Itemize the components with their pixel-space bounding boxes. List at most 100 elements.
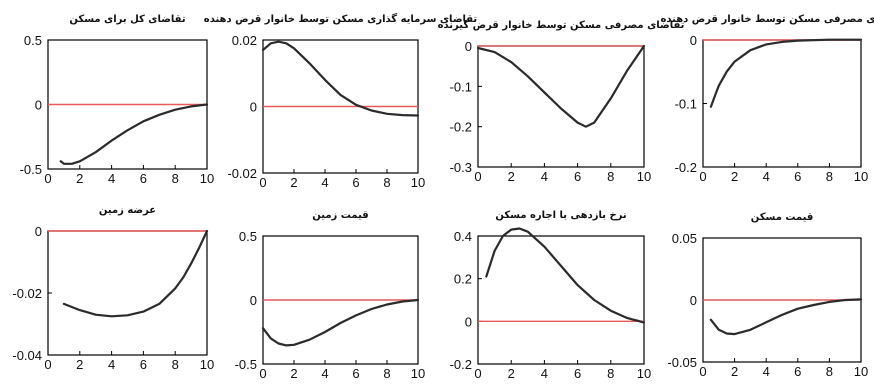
x-tick-label: 2 <box>290 366 297 381</box>
x-tick-label: 4 <box>108 357 115 372</box>
y-tick-label: 0.2 <box>454 272 472 287</box>
x-tick-label: 10 <box>854 364 868 379</box>
x-tick-label: 10 <box>637 169 651 184</box>
y-tick-label: -0.05 <box>667 355 697 370</box>
panel-title: تقاضای سرمایه گذاری مسکن توسط خانوار قرض… <box>204 12 478 25</box>
x-tick-label: 8 <box>172 171 179 186</box>
chart-panel-5: عرضه زمین 0 2 4 6 8 10 0 -0.02 -0.04 <box>12 205 214 372</box>
x-tick-label: 8 <box>826 169 833 184</box>
x-tick-label: 2 <box>76 171 83 186</box>
x-tick-label: 0 <box>699 364 706 379</box>
x-tick-label: 2 <box>508 366 515 381</box>
x-tick-label: 6 <box>574 169 581 184</box>
panel-title: تقاضای کل برای مسکن <box>69 14 185 25</box>
x-tick-label: 2 <box>731 169 738 184</box>
x-tick-label: 8 <box>172 357 179 372</box>
y-tick-label: -0.02 <box>227 166 257 181</box>
x-tick-label: 8 <box>607 366 614 381</box>
y-tick-label: 0 <box>690 33 697 48</box>
plot-frame <box>47 230 208 356</box>
y-tick-label: -0.5 <box>20 162 42 177</box>
panel-title: نرخ بازدهی با اجاره مسکن <box>495 210 626 221</box>
x-tick-label: 4 <box>541 366 548 381</box>
y-tick-label: -0.1 <box>675 97 697 112</box>
x-tick-label: 2 <box>76 357 83 372</box>
response-series-line <box>59 103 209 165</box>
plot-frame <box>702 39 862 168</box>
y-tick-label: 0 <box>250 293 257 308</box>
chart-panel-3: تقاضای مصرفی مسکن توسط خانوار قرض گیرنده… <box>438 18 685 184</box>
y-tick-label: 0 <box>690 293 697 308</box>
panel-title: عرضه زمین <box>99 205 156 216</box>
x-tick-label: 4 <box>108 171 115 186</box>
y-tick-label: -0.2 <box>450 120 472 135</box>
x-tick-label: 6 <box>352 366 359 381</box>
chart-panel-2: تقاضای سرمایه گذاری مسکن توسط خانوار قرض… <box>204 12 478 190</box>
x-tick-label: 2 <box>290 175 297 190</box>
panel-title: قیمت مسکن <box>751 212 814 223</box>
response-series-line <box>62 229 209 318</box>
x-tick-label: 8 <box>383 175 390 190</box>
x-tick-label: 6 <box>140 171 147 186</box>
y-tick-label: -0.1 <box>450 79 472 94</box>
x-tick-label: 10 <box>411 366 425 381</box>
response-series-line <box>709 38 863 108</box>
panel-title: تقاضای مصرفی مسکن توسط خانوار قرض دهنده <box>660 14 874 25</box>
x-tick-label: 4 <box>321 175 328 190</box>
x-tick-label: 0 <box>259 175 266 190</box>
x-tick-label: 4 <box>541 169 548 184</box>
x-tick-label: 4 <box>763 364 770 379</box>
x-tick-label: 8 <box>607 169 614 184</box>
plot-frame <box>477 45 645 168</box>
x-tick-label: 8 <box>826 364 833 379</box>
response-series-line <box>709 298 863 336</box>
y-tick-label: -0.3 <box>450 160 472 175</box>
x-tick-label: 10 <box>200 357 214 372</box>
y-tick-label: 0 <box>465 39 472 54</box>
x-tick-label: 10 <box>411 175 425 190</box>
y-tick-label: 0 <box>465 314 472 329</box>
panel-title: تقاضای مصرفی مسکن توسط خانوار قرض گیرنده <box>438 18 685 31</box>
plot-frame <box>477 235 645 365</box>
x-tick-label: 2 <box>731 364 738 379</box>
x-tick-label: 0 <box>44 357 51 372</box>
y-tick-label: 0.4 <box>454 229 472 244</box>
x-tick-label: 0 <box>259 366 266 381</box>
y-tick-label: 0.02 <box>232 33 257 48</box>
x-tick-label: 10 <box>200 171 214 186</box>
y-tick-label: -0.5 <box>235 357 257 372</box>
x-tick-label: 4 <box>763 169 770 184</box>
x-tick-label: 6 <box>140 357 147 372</box>
chart-panel-4: تقاضای مصرفی مسکن توسط خانوار قرض دهنده 0… <box>660 14 874 184</box>
y-tick-label: 0 <box>250 100 257 115</box>
x-tick-label: 6 <box>352 175 359 190</box>
x-tick-label: 10 <box>854 169 868 184</box>
panel-title: قیمت زمین <box>312 210 368 221</box>
x-tick-label: 0 <box>699 169 706 184</box>
x-tick-label: 6 <box>574 366 581 381</box>
x-tick-label: 2 <box>508 169 515 184</box>
x-tick-label: 0 <box>474 366 481 381</box>
y-tick-label: 0.05 <box>672 231 697 246</box>
x-tick-label: 10 <box>637 366 651 381</box>
y-tick-label: -0.04 <box>12 348 42 363</box>
response-series-line <box>261 40 420 117</box>
y-tick-label: 0 <box>35 98 42 113</box>
y-tick-label: 0.5 <box>239 229 257 244</box>
x-tick-label: 0 <box>474 169 481 184</box>
x-tick-label: 0 <box>44 171 51 186</box>
y-tick-label: -0.2 <box>450 357 472 372</box>
response-series-line <box>476 44 646 128</box>
y-tick-label: 0 <box>35 224 42 239</box>
x-tick-label: 6 <box>794 364 801 379</box>
y-tick-label: -0.2 <box>675 160 697 175</box>
y-tick-label: 0.5 <box>24 33 42 48</box>
response-series-line <box>261 298 420 347</box>
x-tick-label: 6 <box>794 169 801 184</box>
x-tick-label: 4 <box>321 366 328 381</box>
x-tick-label: 8 <box>383 366 390 381</box>
